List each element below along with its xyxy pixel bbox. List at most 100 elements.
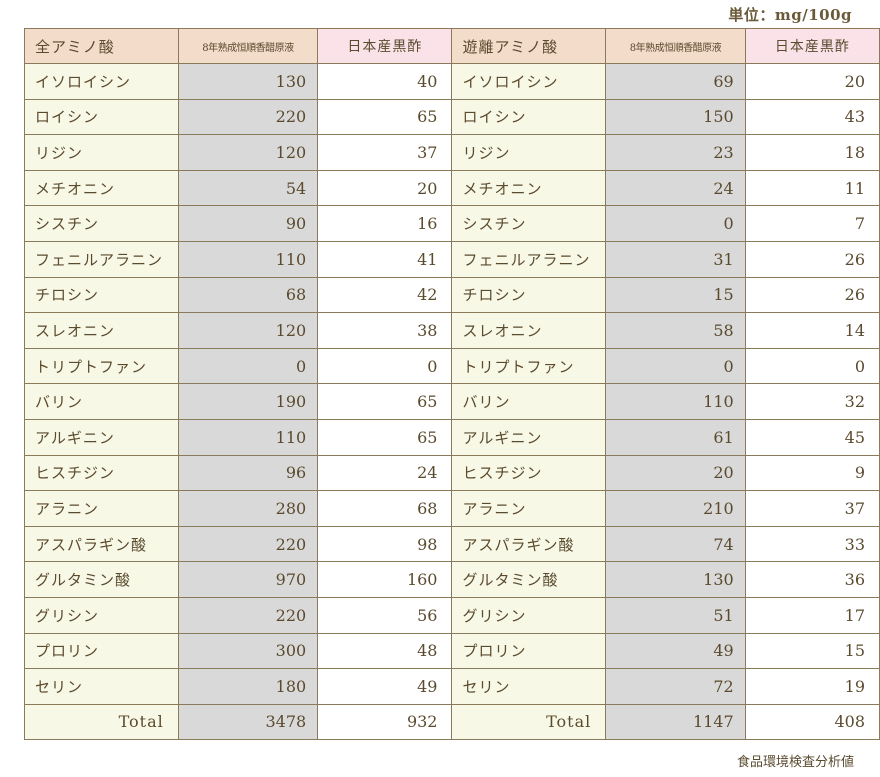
amino-acid-name: チロシン xyxy=(451,276,607,314)
table-row: チロシン 68 42 チロシン 15 26 xyxy=(24,276,880,314)
black-vinegar-free-value: 20 xyxy=(744,63,880,100)
table-row: アルギニン 110 65 アルギニン 61 45 xyxy=(24,418,880,456)
black-vinegar-total-value: 40 xyxy=(317,63,453,100)
vinegar-total-value: 220 xyxy=(177,98,319,136)
amino-acid-name: シスチン xyxy=(24,205,179,242)
vinegar-total-value: 120 xyxy=(177,312,319,349)
amino-acid-name: シスチン xyxy=(451,205,607,242)
table-row: トリプトファン 0 0 トリプトファン 0 0 xyxy=(24,347,880,385)
black-vinegar-total-value: 68 xyxy=(317,490,453,527)
vinegar-free-value: 0 xyxy=(605,347,746,385)
vinegar-total-value: 120 xyxy=(177,134,319,171)
amino-acid-name: リジン xyxy=(24,134,179,171)
source-label: 食品環境検査分析値 xyxy=(736,755,854,770)
black-vinegar-total-value: 49 xyxy=(317,668,453,705)
table-row: メチオニン 54 20 メチオニン 24 11 xyxy=(24,169,880,207)
vinegar-free-value: 110 xyxy=(605,383,746,420)
table-row: ロイシン 220 65 ロイシン 150 43 xyxy=(24,98,880,136)
amino-acid-table: 全アミノ酸 8年熟成恒順香醋原液 日本産黒酢 遊離アミノ酸 8年熟成恒順香醋原液… xyxy=(24,28,880,741)
vinegar-total-value: 54 xyxy=(177,169,319,207)
black-vinegar-free-value: 36 xyxy=(744,561,880,598)
vinegar-free-value: 23 xyxy=(605,134,746,171)
black-vinegar-total-value: 65 xyxy=(317,418,453,456)
black-vinegar-free-value: 15 xyxy=(744,632,880,670)
total-vinegar-free: 1147 xyxy=(605,703,746,741)
black-vinegar-free-value: 45 xyxy=(744,418,880,456)
amino-acid-name: アスパラギン酸 xyxy=(24,525,179,563)
table-row: シスチン 90 16 シスチン 0 7 xyxy=(24,205,880,242)
header-vinegar-free: 8年熟成恒順香醋原液 xyxy=(605,28,746,64)
vinegar-free-value: 74 xyxy=(605,525,746,563)
amino-acid-name: リジン xyxy=(451,134,607,171)
black-vinegar-free-value: 32 xyxy=(744,383,880,420)
amino-acid-name: アラニン xyxy=(24,490,179,527)
black-vinegar-free-value: 37 xyxy=(744,490,880,527)
vinegar-free-value: 150 xyxy=(605,98,746,136)
table-row: ヒスチジン 96 24 ヒスチジン 20 9 xyxy=(24,454,880,492)
black-vinegar-total-value: 24 xyxy=(317,454,453,492)
vinegar-total-value: 68 xyxy=(177,276,319,314)
black-vinegar-free-value: 11 xyxy=(744,169,880,207)
vinegar-free-value: 210 xyxy=(605,490,746,527)
total-vinegar-total: 3478 xyxy=(177,703,319,741)
vinegar-free-value: 15 xyxy=(605,276,746,314)
unit-label: 単位：mg/100g xyxy=(728,6,852,24)
amino-acid-name: メチオニン xyxy=(24,169,179,207)
black-vinegar-total-value: 98 xyxy=(317,525,453,563)
vinegar-total-value: 96 xyxy=(177,454,319,492)
vinegar-total-value: 180 xyxy=(177,668,319,705)
black-vinegar-total-value: 41 xyxy=(317,240,453,278)
table-row: グルタミン酸 970 160 グルタミン酸 130 36 xyxy=(24,561,880,598)
header-black-vinegar-total: 日本産黒酢 xyxy=(317,28,453,64)
amino-acid-name: セリン xyxy=(451,668,607,705)
black-vinegar-free-value: 9 xyxy=(744,454,880,492)
header-free-amino-acids: 遊離アミノ酸 xyxy=(451,28,607,64)
amino-acid-name: スレオニン xyxy=(24,312,179,349)
amino-acid-name: プロリン xyxy=(451,632,607,670)
table-row: プロリン 300 48 プロリン 49 15 xyxy=(24,632,880,670)
black-vinegar-free-value: 43 xyxy=(744,98,880,136)
vinegar-total-value: 110 xyxy=(177,418,319,456)
table-row: イソロイシン 130 40 イソロイシン 69 20 xyxy=(24,63,880,100)
amino-acid-name: フェニルアラニン xyxy=(451,240,607,278)
amino-acid-name: ロイシン xyxy=(451,98,607,136)
amino-acid-name: スレオニン xyxy=(451,312,607,349)
black-vinegar-total-value: 48 xyxy=(317,632,453,670)
amino-acid-name: イソロイシン xyxy=(451,63,607,100)
black-vinegar-free-value: 33 xyxy=(744,525,880,563)
black-vinegar-free-value: 18 xyxy=(744,134,880,171)
amino-acid-name: アラニン xyxy=(451,490,607,527)
amino-acid-name: メチオニン xyxy=(451,169,607,207)
amino-acid-name: アルギニン xyxy=(24,418,179,456)
header-black-vinegar-free: 日本産黒酢 xyxy=(744,28,880,64)
vinegar-free-value: 0 xyxy=(605,205,746,242)
black-vinegar-total-value: 37 xyxy=(317,134,453,171)
amino-acid-name: イソロイシン xyxy=(24,63,179,100)
header-vinegar-total: 8年熟成恒順香醋原液 xyxy=(177,28,319,64)
amino-acid-name: グルタミン酸 xyxy=(24,561,179,598)
amino-acid-name: グリシン xyxy=(451,596,607,634)
black-vinegar-total-value: 38 xyxy=(317,312,453,349)
vinegar-free-value: 58 xyxy=(605,312,746,349)
table-row: スレオニン 120 38 スレオニン 58 14 xyxy=(24,312,880,349)
vinegar-total-value: 300 xyxy=(177,632,319,670)
vinegar-total-value: 0 xyxy=(177,347,319,385)
vinegar-free-value: 130 xyxy=(605,561,746,598)
total-row: Total 3478 932 Total 1147 408 xyxy=(24,703,880,741)
black-vinegar-total-value: 0 xyxy=(317,347,453,385)
black-vinegar-total-value: 160 xyxy=(317,561,453,598)
amino-acid-name: チロシン xyxy=(24,276,179,314)
black-vinegar-free-value: 26 xyxy=(744,240,880,278)
total-black-vinegar-free: 408 xyxy=(744,703,880,741)
black-vinegar-total-value: 16 xyxy=(317,205,453,242)
vinegar-free-value: 49 xyxy=(605,632,746,670)
black-vinegar-total-value: 65 xyxy=(317,383,453,420)
table-row: アラニン 280 68 アラニン 210 37 xyxy=(24,490,880,527)
vinegar-free-value: 69 xyxy=(605,63,746,100)
table-row: アスパラギン酸 220 98 アスパラギン酸 74 33 xyxy=(24,525,880,563)
amino-acid-name: アスパラギン酸 xyxy=(451,525,607,563)
vinegar-free-value: 20 xyxy=(605,454,746,492)
amino-acid-name: プロリン xyxy=(24,632,179,670)
vinegar-free-value: 51 xyxy=(605,596,746,634)
black-vinegar-free-value: 19 xyxy=(744,668,880,705)
